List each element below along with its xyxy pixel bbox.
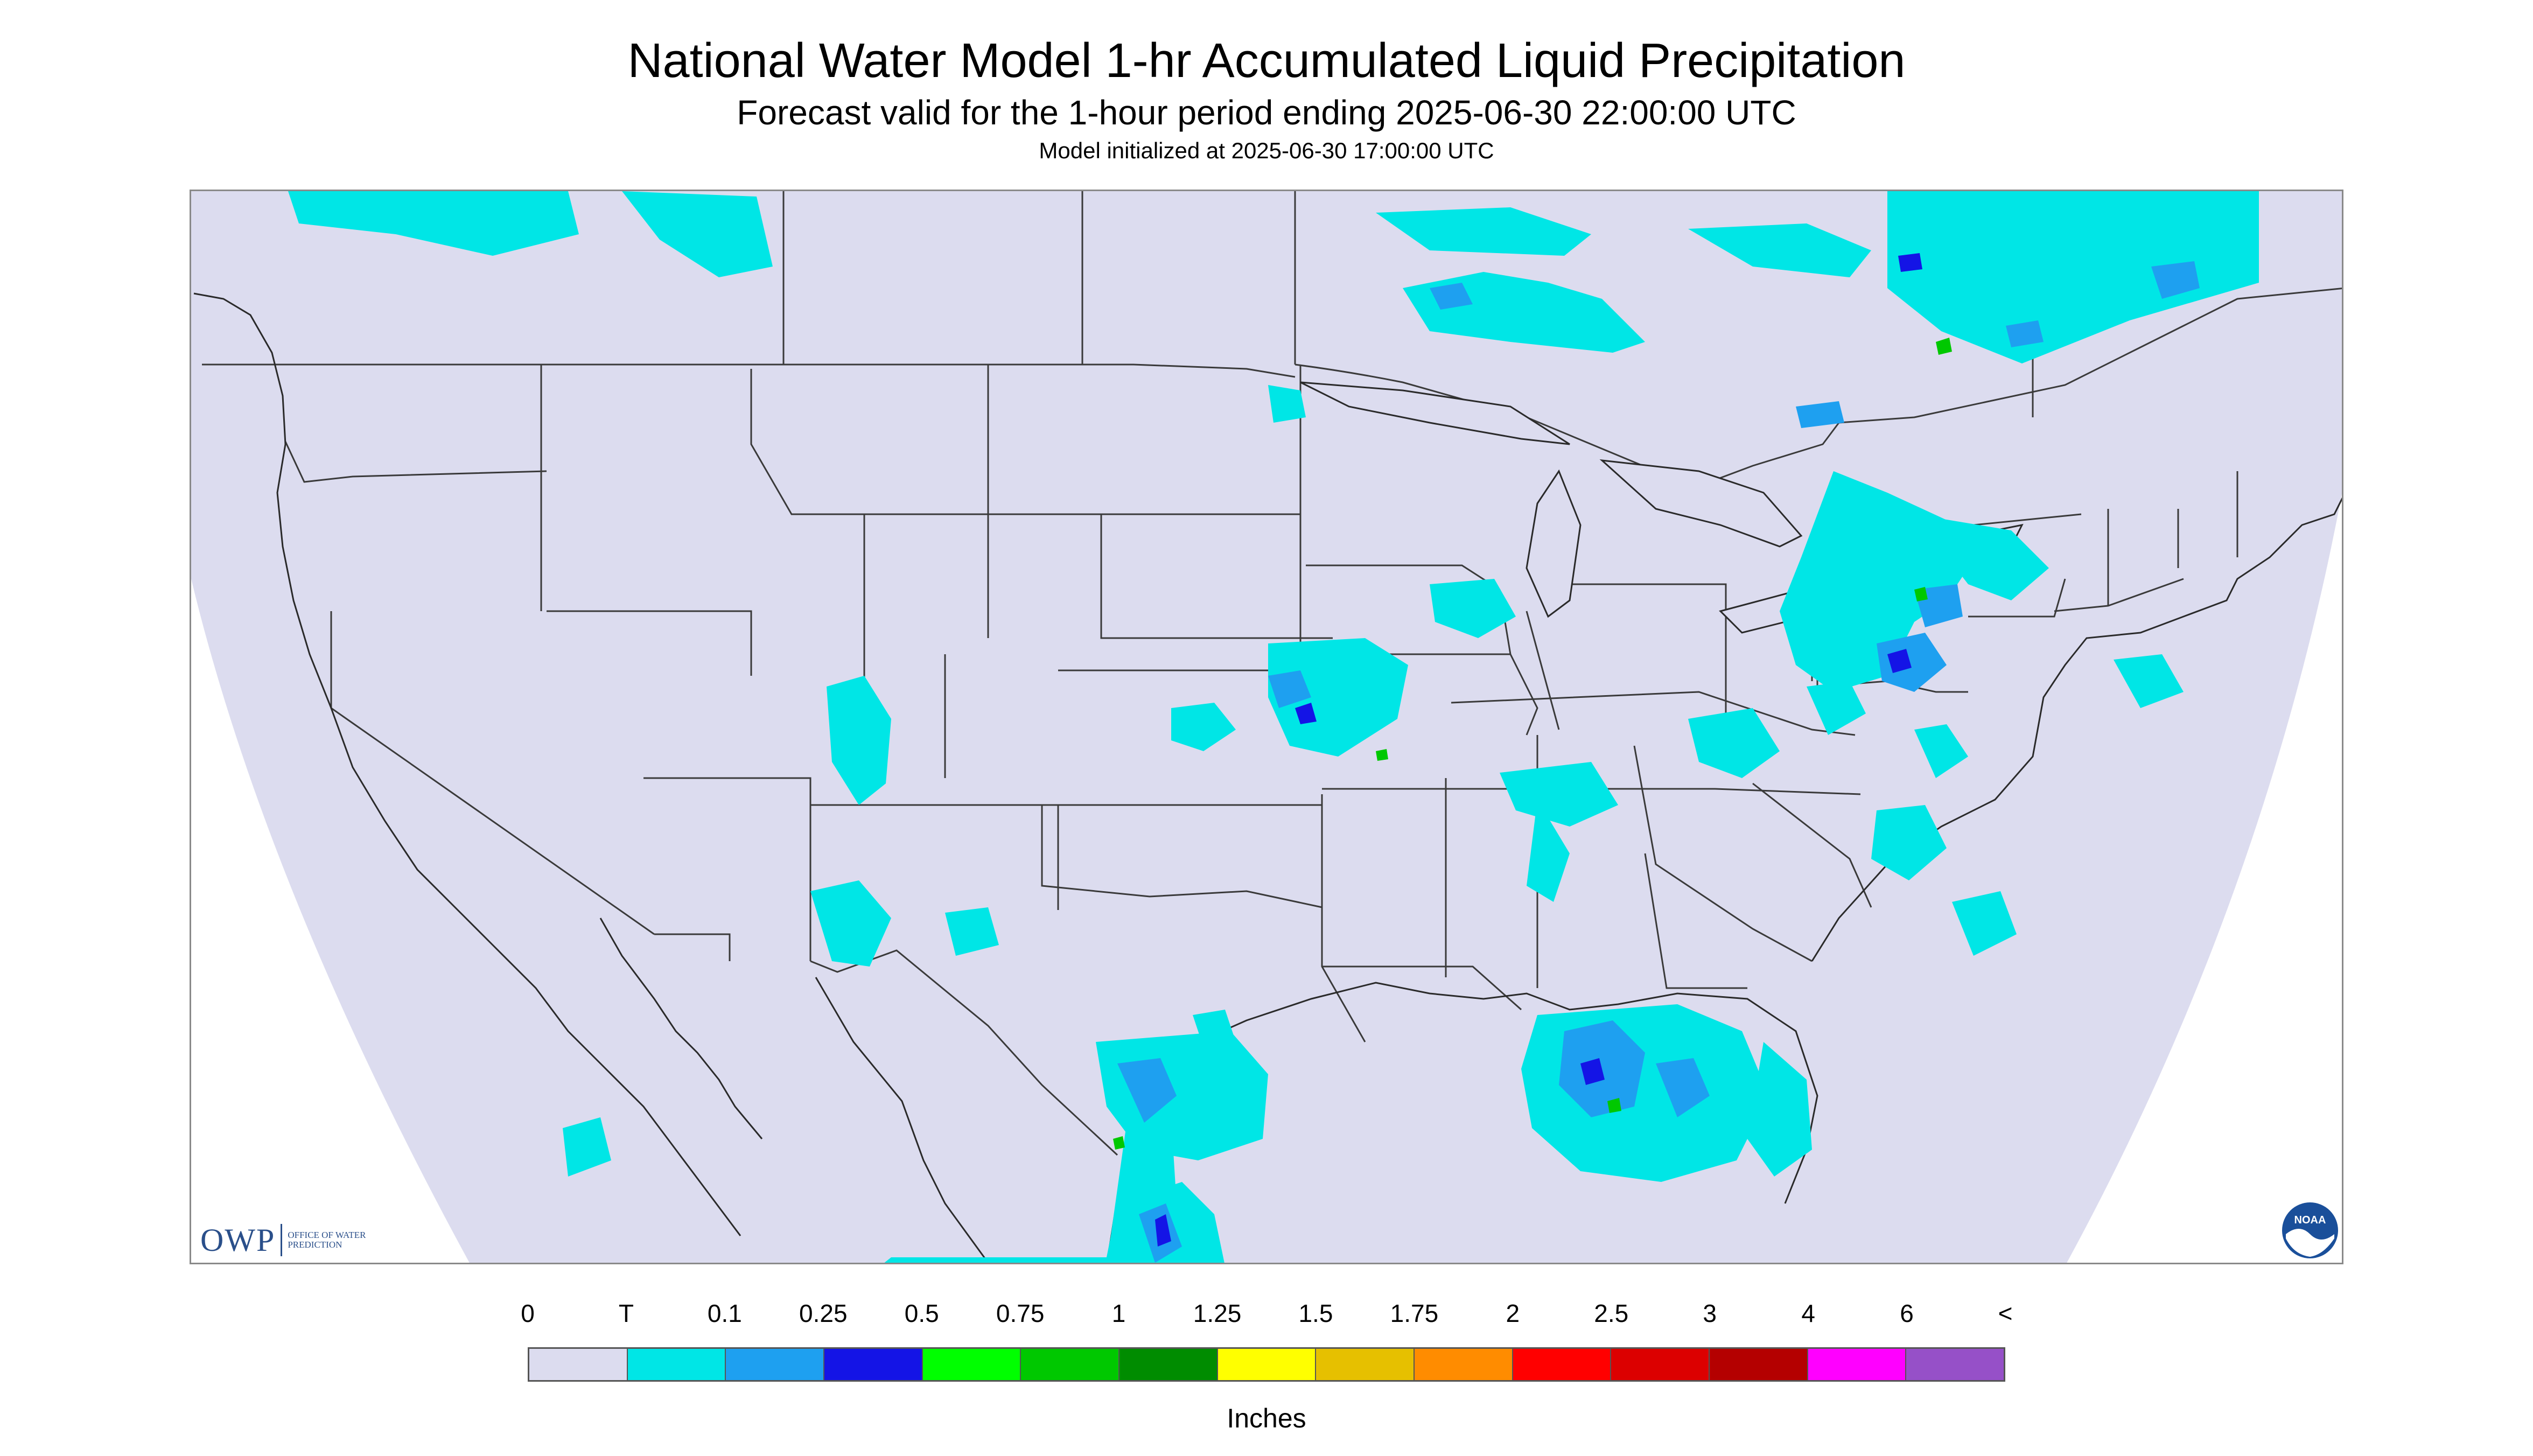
- legend-color-bar: [528, 1347, 2005, 1382]
- legend-swatch: [1119, 1349, 1218, 1380]
- legend-tick-label: 2.5: [1594, 1299, 1629, 1327]
- legend-tick-label: 0.75: [996, 1299, 1045, 1327]
- legend-swatch: [529, 1349, 628, 1380]
- legend-tick-label: 0.1: [707, 1299, 742, 1327]
- legend-tick-label: 1.25: [1193, 1299, 1242, 1327]
- legend-swatch: [1906, 1349, 2004, 1380]
- legend-tick-label: <: [1998, 1299, 2013, 1327]
- legend-swatch: [922, 1349, 1021, 1380]
- legend-tick-label: 2: [1506, 1299, 1520, 1327]
- noaa-logo-bird: [2286, 1229, 2334, 1257]
- model-init-text: Model initialized at 2025-06-30 17:00:00…: [1039, 138, 1494, 163]
- legend-swatch: [1316, 1349, 1415, 1380]
- legend-tick-label: 4: [1801, 1299, 1815, 1327]
- legend-tick-label: 0.5: [904, 1299, 939, 1327]
- legend-tick-label: 1.75: [1390, 1299, 1439, 1327]
- legend-units-label: Inches: [1227, 1403, 1306, 1433]
- legend-swatch: [726, 1349, 825, 1380]
- legend-tick-label: T: [618, 1299, 634, 1327]
- owp-logo-letters: OWP: [200, 1222, 276, 1258]
- owp-logo: OWP OFFICE OF WATER PREDICTION: [200, 1221, 368, 1259]
- owp-logo-divider: [281, 1224, 283, 1256]
- map-title: National Water Model 1-hr Accumulated Li…: [627, 34, 1906, 88]
- legend-tick-label: 0.25: [799, 1299, 848, 1327]
- legend-swatch: [1415, 1349, 1513, 1380]
- map-subtitle: Forecast valid for the 1-hour period end…: [737, 93, 1796, 132]
- legend-swatch: [1513, 1349, 1612, 1380]
- legend-swatch: [824, 1349, 923, 1380]
- legend-swatch: [1217, 1349, 1317, 1380]
- map-canvas: [191, 191, 2342, 1263]
- noaa-logo-text: NOAA: [2294, 1214, 2326, 1226]
- precip-heavy: [1113, 338, 1952, 1150]
- legend-swatch: [1710, 1349, 1808, 1380]
- noaa-logo: NOAA: [2282, 1202, 2338, 1258]
- legend-swatch: [627, 1349, 726, 1380]
- legend-swatch: [1808, 1349, 1907, 1380]
- precipitation-map: [190, 190, 2343, 1264]
- map-domain: [191, 191, 2342, 1263]
- legend-swatch: [1021, 1349, 1120, 1380]
- state-boundaries: [202, 191, 2342, 1156]
- legend-tick-label: 3: [1703, 1299, 1717, 1327]
- precip-moderate: [1155, 253, 1922, 1247]
- legend-tick-labels: 0 T 0.1 0.25 0.5 0.75 1 1.25 1.5 1.75 2 2.5 3 4 6 <: [0, 1299, 2533, 1331]
- legend-swatch: [1611, 1349, 1710, 1380]
- owp-logo-text: OFFICE OF WATER PREDICTION: [288, 1230, 366, 1250]
- legend-tick-label: 1: [1111, 1299, 1126, 1327]
- legend-tick-label: 6: [1900, 1299, 1914, 1327]
- legend-tick-label: 1.5: [1298, 1299, 1333, 1327]
- legend-tick-label: 0: [521, 1299, 535, 1327]
